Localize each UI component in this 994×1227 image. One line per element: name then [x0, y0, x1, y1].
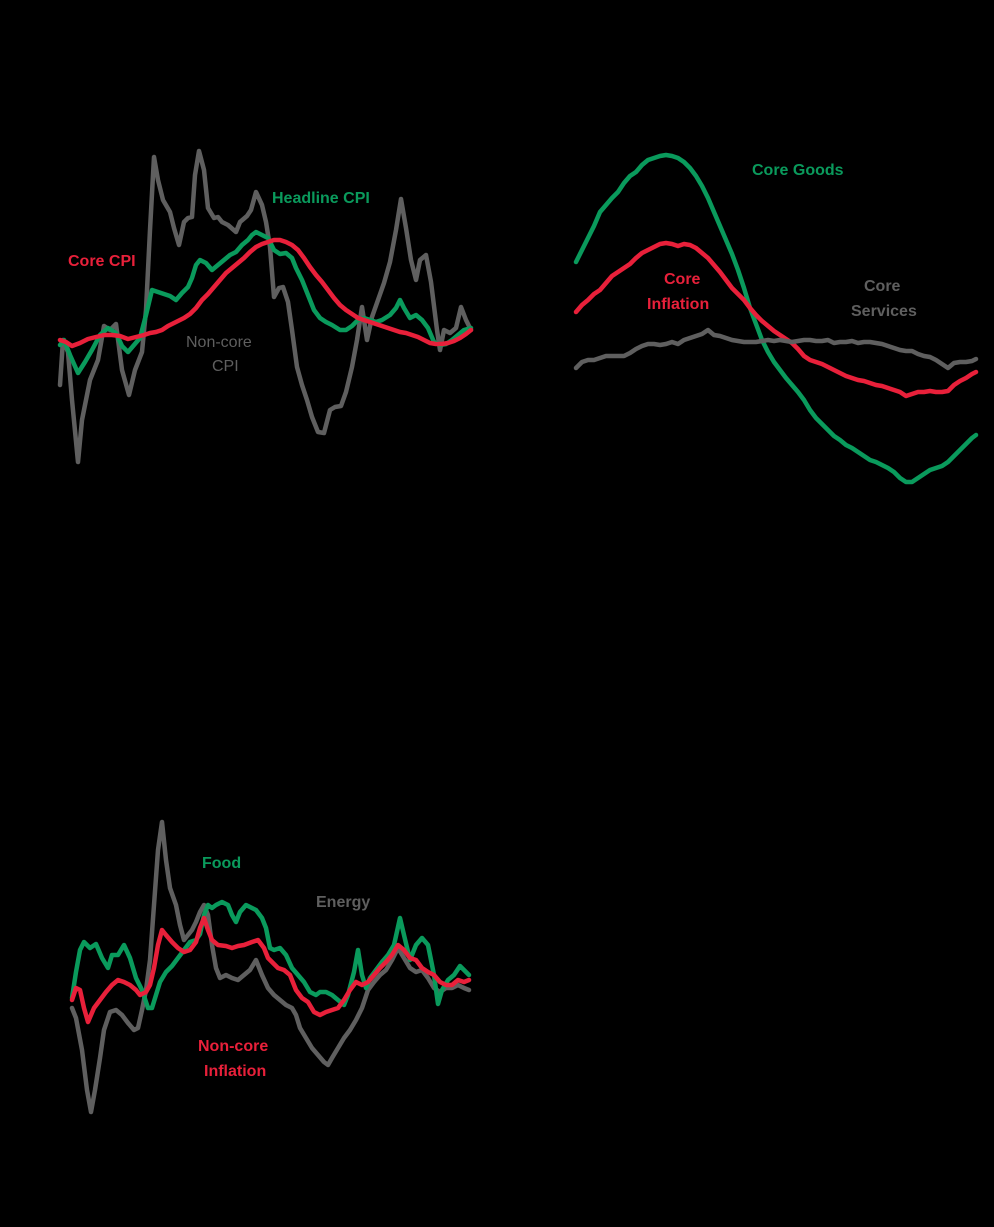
chart-1-cpi: Core CPI Headline CPI Non-core CPI: [0, 0, 497, 500]
chart-2-core: Core Goods Core Inflation Core Services: [497, 0, 994, 500]
series-line-non-core-inflation: [69, 915, 472, 1025]
label-food: Food: [202, 855, 242, 872]
chart-3-non-core: Food Energy Non-core Inflation: [0, 780, 497, 1180]
label-non-core-inflation-line2: Inflation: [204, 1063, 267, 1080]
label-headline-cpi: Headline CPI: [272, 190, 370, 207]
label-core-cpi: Core CPI: [68, 253, 136, 270]
label-core-services-line2: Services: [851, 303, 917, 320]
label-core-inflation-line1: Core: [664, 271, 701, 288]
series-line-non-core-cpi: [57, 148, 474, 465]
label-energy: Energy: [316, 894, 371, 911]
series-line-food: [69, 899, 472, 1011]
label-core-goods: Core Goods: [752, 162, 844, 179]
chart-1-series-group: [57, 148, 474, 465]
label-non-core-cpi-line2: CPI: [212, 358, 239, 375]
series-line-headline-cpi: [57, 229, 474, 376]
series-line-core-goods: [573, 152, 979, 485]
series-line-core-services: [573, 327, 979, 371]
chart-2-series-group: [573, 152, 979, 485]
series-line-core-cpi: [57, 237, 474, 349]
label-core-services-line1: Core: [864, 278, 901, 295]
label-core-inflation-line2: Inflation: [647, 296, 710, 313]
label-non-core-cpi-line1: Non-core: [186, 334, 252, 351]
series-line-core-inflation: [573, 240, 979, 399]
label-non-core-inflation-line1: Non-core: [198, 1038, 269, 1055]
chart-3-series-group: [69, 819, 472, 1115]
